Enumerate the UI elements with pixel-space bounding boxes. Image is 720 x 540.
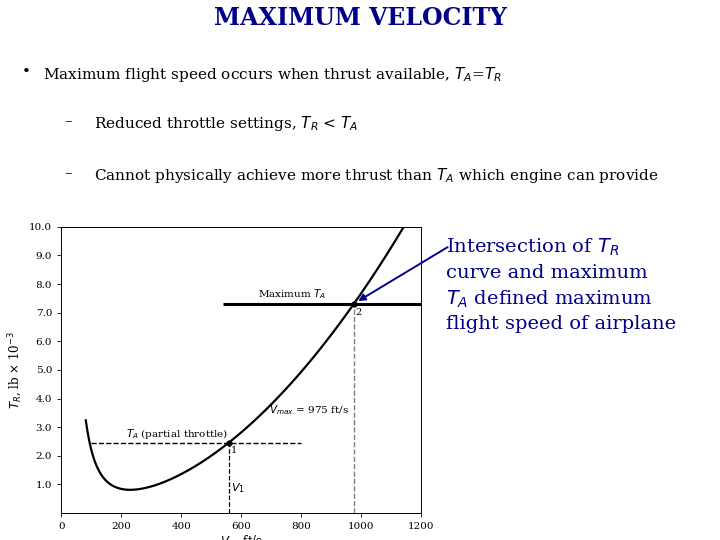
Text: $V_1$: $V_1$: [230, 481, 245, 495]
Text: MAXIMUM VELOCITY: MAXIMUM VELOCITY: [214, 6, 506, 30]
X-axis label: $V_{\infty}$, ft/s: $V_{\infty}$, ft/s: [220, 534, 263, 540]
Y-axis label: $T_R$, lb $\times$ 10$^{-3}$: $T_R$, lb $\times$ 10$^{-3}$: [6, 331, 25, 409]
Text: Intersection of $T_R$
curve and maximum
$T_A$ defined maximum
flight speed of ai: Intersection of $T_R$ curve and maximum …: [446, 237, 676, 333]
Text: Maximum $T_A$: Maximum $T_A$: [258, 287, 326, 301]
Text: Reduced throttle settings, $T_R$ < $T_A$: Reduced throttle settings, $T_R$ < $T_A$: [94, 114, 358, 133]
Text: •: •: [22, 65, 30, 79]
Text: 2: 2: [356, 307, 361, 316]
Text: Cannot physically achieve more thrust than $T_A$ which engine can provide: Cannot physically achieve more thrust th…: [94, 166, 658, 185]
Text: 1: 1: [231, 447, 238, 455]
Text: –: –: [65, 166, 73, 180]
Text: $V_{max}$ = 975 ft/s: $V_{max}$ = 975 ft/s: [269, 403, 349, 417]
Text: –: –: [65, 114, 73, 129]
Text: Maximum flight speed occurs when thrust available, $T_A$=$T_R$: Maximum flight speed occurs when thrust …: [43, 65, 503, 84]
Text: $T_A$ (partial throttle): $T_A$ (partial throttle): [126, 427, 228, 441]
